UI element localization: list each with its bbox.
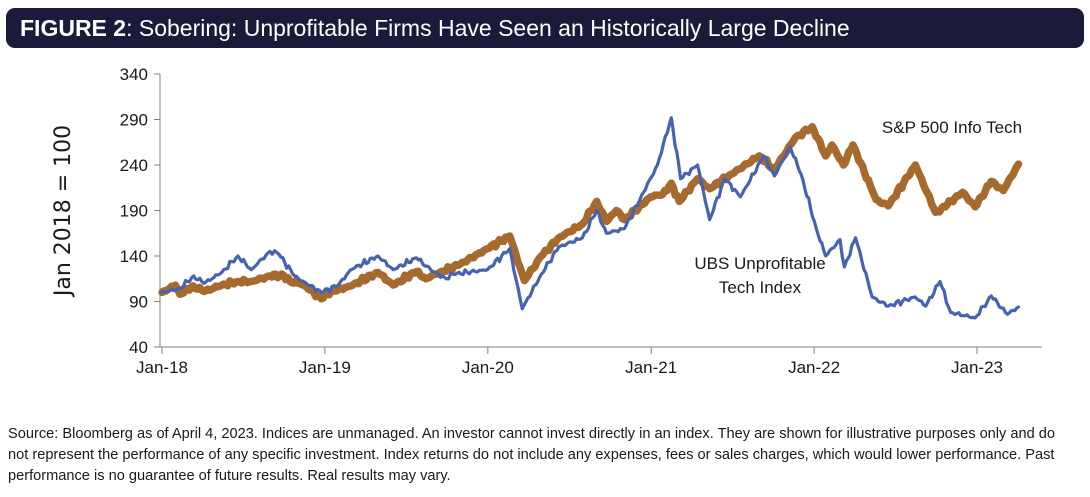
series-label-ubs-unprofitable-tech: Tech Index [719,278,802,297]
x-tick-label: Jan-20 [462,358,514,377]
y-tick-label: 340 [120,65,148,84]
y-tick-label: 290 [120,111,148,130]
x-tick-label: Jan-23 [951,358,1003,377]
series-label-sp500-info-tech: S&P 500 Info Tech [882,118,1022,137]
chart-title-bar: FIGURE 2: Sobering: Unprofitable Firms H… [6,8,1084,48]
chart-title: : Sobering: Unprofitable Firms Have Seen… [126,14,850,41]
x-tick-label: Jan-22 [788,358,840,377]
chart-axes: 40 90 140 190 240 290 340 Jan-18 Jan-19 Jan-20 Jan… [51,65,1042,377]
x-tick-label: Jan-18 [136,358,188,377]
figure-label: FIGURE 2 [20,14,127,41]
series-line-sp500-info-tech [158,123,1023,303]
series-line-ubs-unprofitable-tech [160,116,1021,320]
y-tick-label: 40 [129,338,148,357]
y-tick-label: 190 [120,202,148,221]
series-label-ubs-unprofitable-tech: UBS Unprofitable [694,254,825,273]
source-footnote: Source: Bloomberg as of April 4, 2023. I… [8,426,1056,484]
x-tick-label: Jan-21 [625,358,677,377]
y-tick-label: 240 [120,156,148,175]
x-tick-label: Jan-19 [299,358,351,377]
chart-labels: S&P 500 Info Tech UBS Unprofitable Tech In… [694,118,1022,297]
y-axis-label: Jan 2018 = 100 [51,125,76,298]
line-chart: 40 90 140 190 240 290 340 Jan-18 Jan-19 Jan-20 Jan… [51,65,1042,377]
chart-series [158,116,1023,320]
y-tick-label: 90 [129,293,148,312]
y-tick-label: 140 [120,247,148,266]
